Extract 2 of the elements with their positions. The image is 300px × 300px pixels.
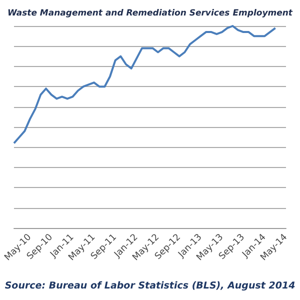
chart-title: Waste Management and Remediation Services Employment: [8, 8, 294, 18]
source-note: Source: Bureau of Labor Statistics (BLS), August 2014: [4, 280, 296, 292]
